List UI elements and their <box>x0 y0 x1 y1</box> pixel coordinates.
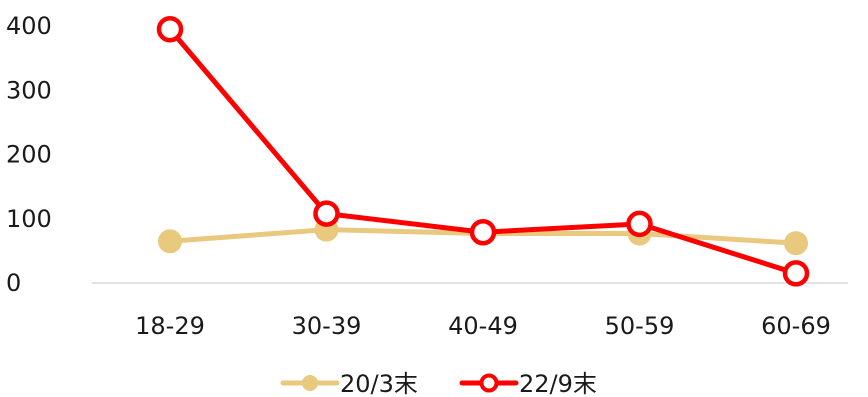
y-tick-label: 300 <box>6 76 52 104</box>
y-axis-tick-labels: 0 100 200 300 400 <box>6 12 52 297</box>
y-tick-label: 400 <box>6 12 52 40</box>
data-point <box>626 210 653 238</box>
legend-item: 20/3末 <box>280 370 418 397</box>
legend-label: 22/9末 <box>519 370 597 397</box>
data-point <box>313 200 340 227</box>
series-layer <box>156 15 810 287</box>
series-2 <box>156 15 810 287</box>
x-tick-label: 60-69 <box>761 312 831 340</box>
legend-marker <box>479 373 499 393</box>
legend-marker <box>302 375 318 391</box>
legend: 20/3末 22/9末 <box>280 370 597 397</box>
y-tick-label: 100 <box>6 205 52 233</box>
x-tick-label: 18-29 <box>135 312 205 340</box>
x-tick-label: 50-59 <box>605 312 675 340</box>
legend-label: 20/3末 <box>340 370 418 397</box>
data-point <box>156 15 184 43</box>
data-point <box>158 229 182 254</box>
y-tick-label: 200 <box>6 141 52 169</box>
x-tick-label: 40-49 <box>448 312 518 340</box>
legend-item: 22/9末 <box>459 370 597 397</box>
x-axis-tick-labels: 18-29 30-39 40-49 50-59 60-69 <box>135 312 831 340</box>
data-point <box>784 231 808 256</box>
y-tick-label: 0 <box>6 269 21 297</box>
data-point <box>469 218 497 246</box>
x-tick-label: 30-39 <box>292 312 362 340</box>
data-point <box>782 260 810 287</box>
